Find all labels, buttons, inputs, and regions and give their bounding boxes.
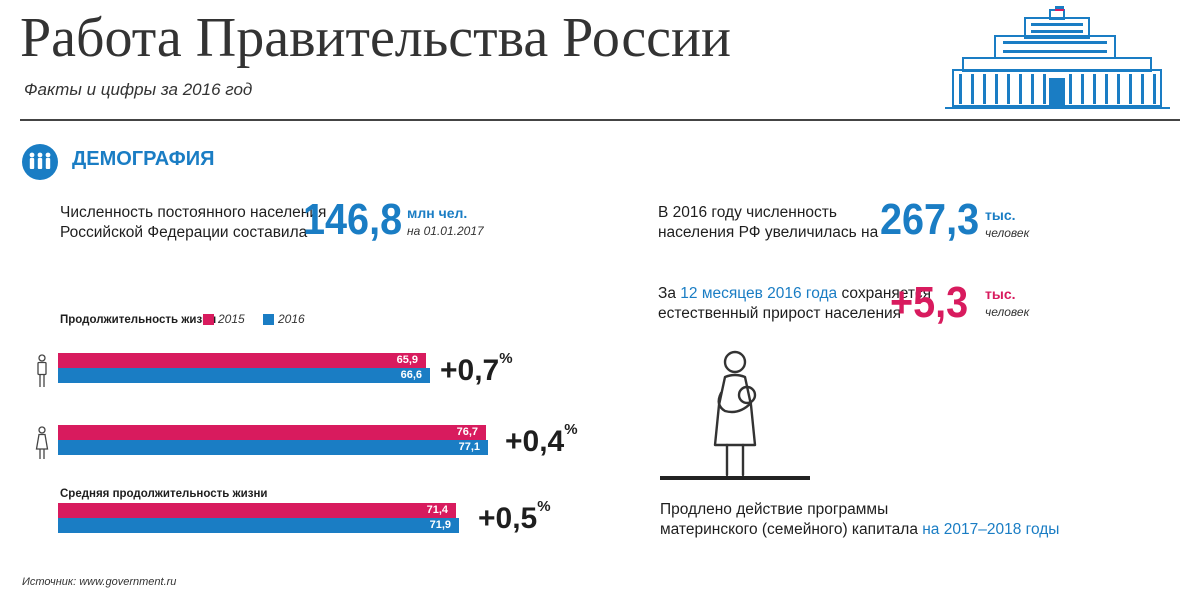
- people-icon: [22, 144, 58, 180]
- growth-label-line1: В 2016 году численность: [658, 204, 837, 221]
- avg-life-label: Средняя продолжительность жизни: [60, 488, 268, 500]
- population-unit: млн чел.: [407, 205, 468, 221]
- government-building-icon: [945, 6, 1170, 109]
- bar-label-2016-0: 66,6: [400, 369, 422, 381]
- page-title: Работа Правительства России: [20, 7, 731, 69]
- section-title: ДЕМОГРАФИЯ: [72, 148, 215, 170]
- chart-title: Продолжительность жизни: [60, 314, 217, 326]
- bar-2016-2: 71,9: [58, 518, 459, 533]
- bar-label-2015-1: 76,7: [456, 426, 478, 438]
- male-icon: [37, 354, 47, 387]
- delta-male: +0,7%: [440, 350, 513, 387]
- growth-label-line2: населения РФ увеличилась на: [658, 224, 879, 241]
- growth-value: 267,3: [880, 195, 980, 244]
- bar-2016-0: 66,6: [58, 368, 430, 383]
- delta-average: +0,5%: [478, 498, 551, 535]
- page-subtitle: Факты и цифры за 2016 год: [24, 80, 253, 99]
- bar-label-2016-1: 77,1: [458, 441, 480, 453]
- bar-2015-2: 71,4: [58, 503, 456, 518]
- population-label-line2: Российской Федерации составила: [60, 224, 308, 241]
- bar-2016-1: 77,1: [58, 440, 488, 455]
- natural-unit: тыс.: [985, 286, 1016, 302]
- source-note: Источник: www.government.ru: [22, 576, 177, 588]
- population-date: на 01.01.2017: [407, 224, 484, 238]
- natural-unit-sub: человек: [985, 305, 1030, 319]
- header-divider: [20, 119, 1180, 121]
- bar-label-2015-0: 65,9: [396, 354, 418, 366]
- legend-label-2015: 2015: [218, 312, 245, 326]
- delta-female: +0,4%: [505, 421, 578, 458]
- bar-label-2016-2: 71,9: [429, 519, 451, 531]
- growth-unit-sub: человек: [985, 226, 1030, 240]
- legend-label-2016: 2016: [278, 312, 305, 326]
- natural-label-line1: За 12 месяцев 2016 года сохраняется: [658, 285, 931, 302]
- legend-swatch-2015: [203, 314, 214, 325]
- female-icon: [35, 426, 49, 459]
- natural-value: +5,3: [890, 278, 969, 327]
- bar-label-2015-2: 71,4: [426, 504, 448, 516]
- bar-2015-1: 76,7: [58, 425, 486, 440]
- legend-swatch-2016: [263, 314, 274, 325]
- bar-2015-0: 65,9: [58, 353, 426, 368]
- maternity-line1: Продлено действие программы: [660, 501, 889, 518]
- growth-unit: тыс.: [985, 207, 1016, 223]
- mother-child-icon: [660, 350, 810, 480]
- population-value: 146,8: [303, 195, 403, 244]
- population-label-line1: Численность постоянного населения: [60, 204, 327, 221]
- maternity-line2: материнского (семейного) капитала на 201…: [660, 521, 1060, 538]
- natural-label-line2: естественный прирост населения: [658, 305, 902, 322]
